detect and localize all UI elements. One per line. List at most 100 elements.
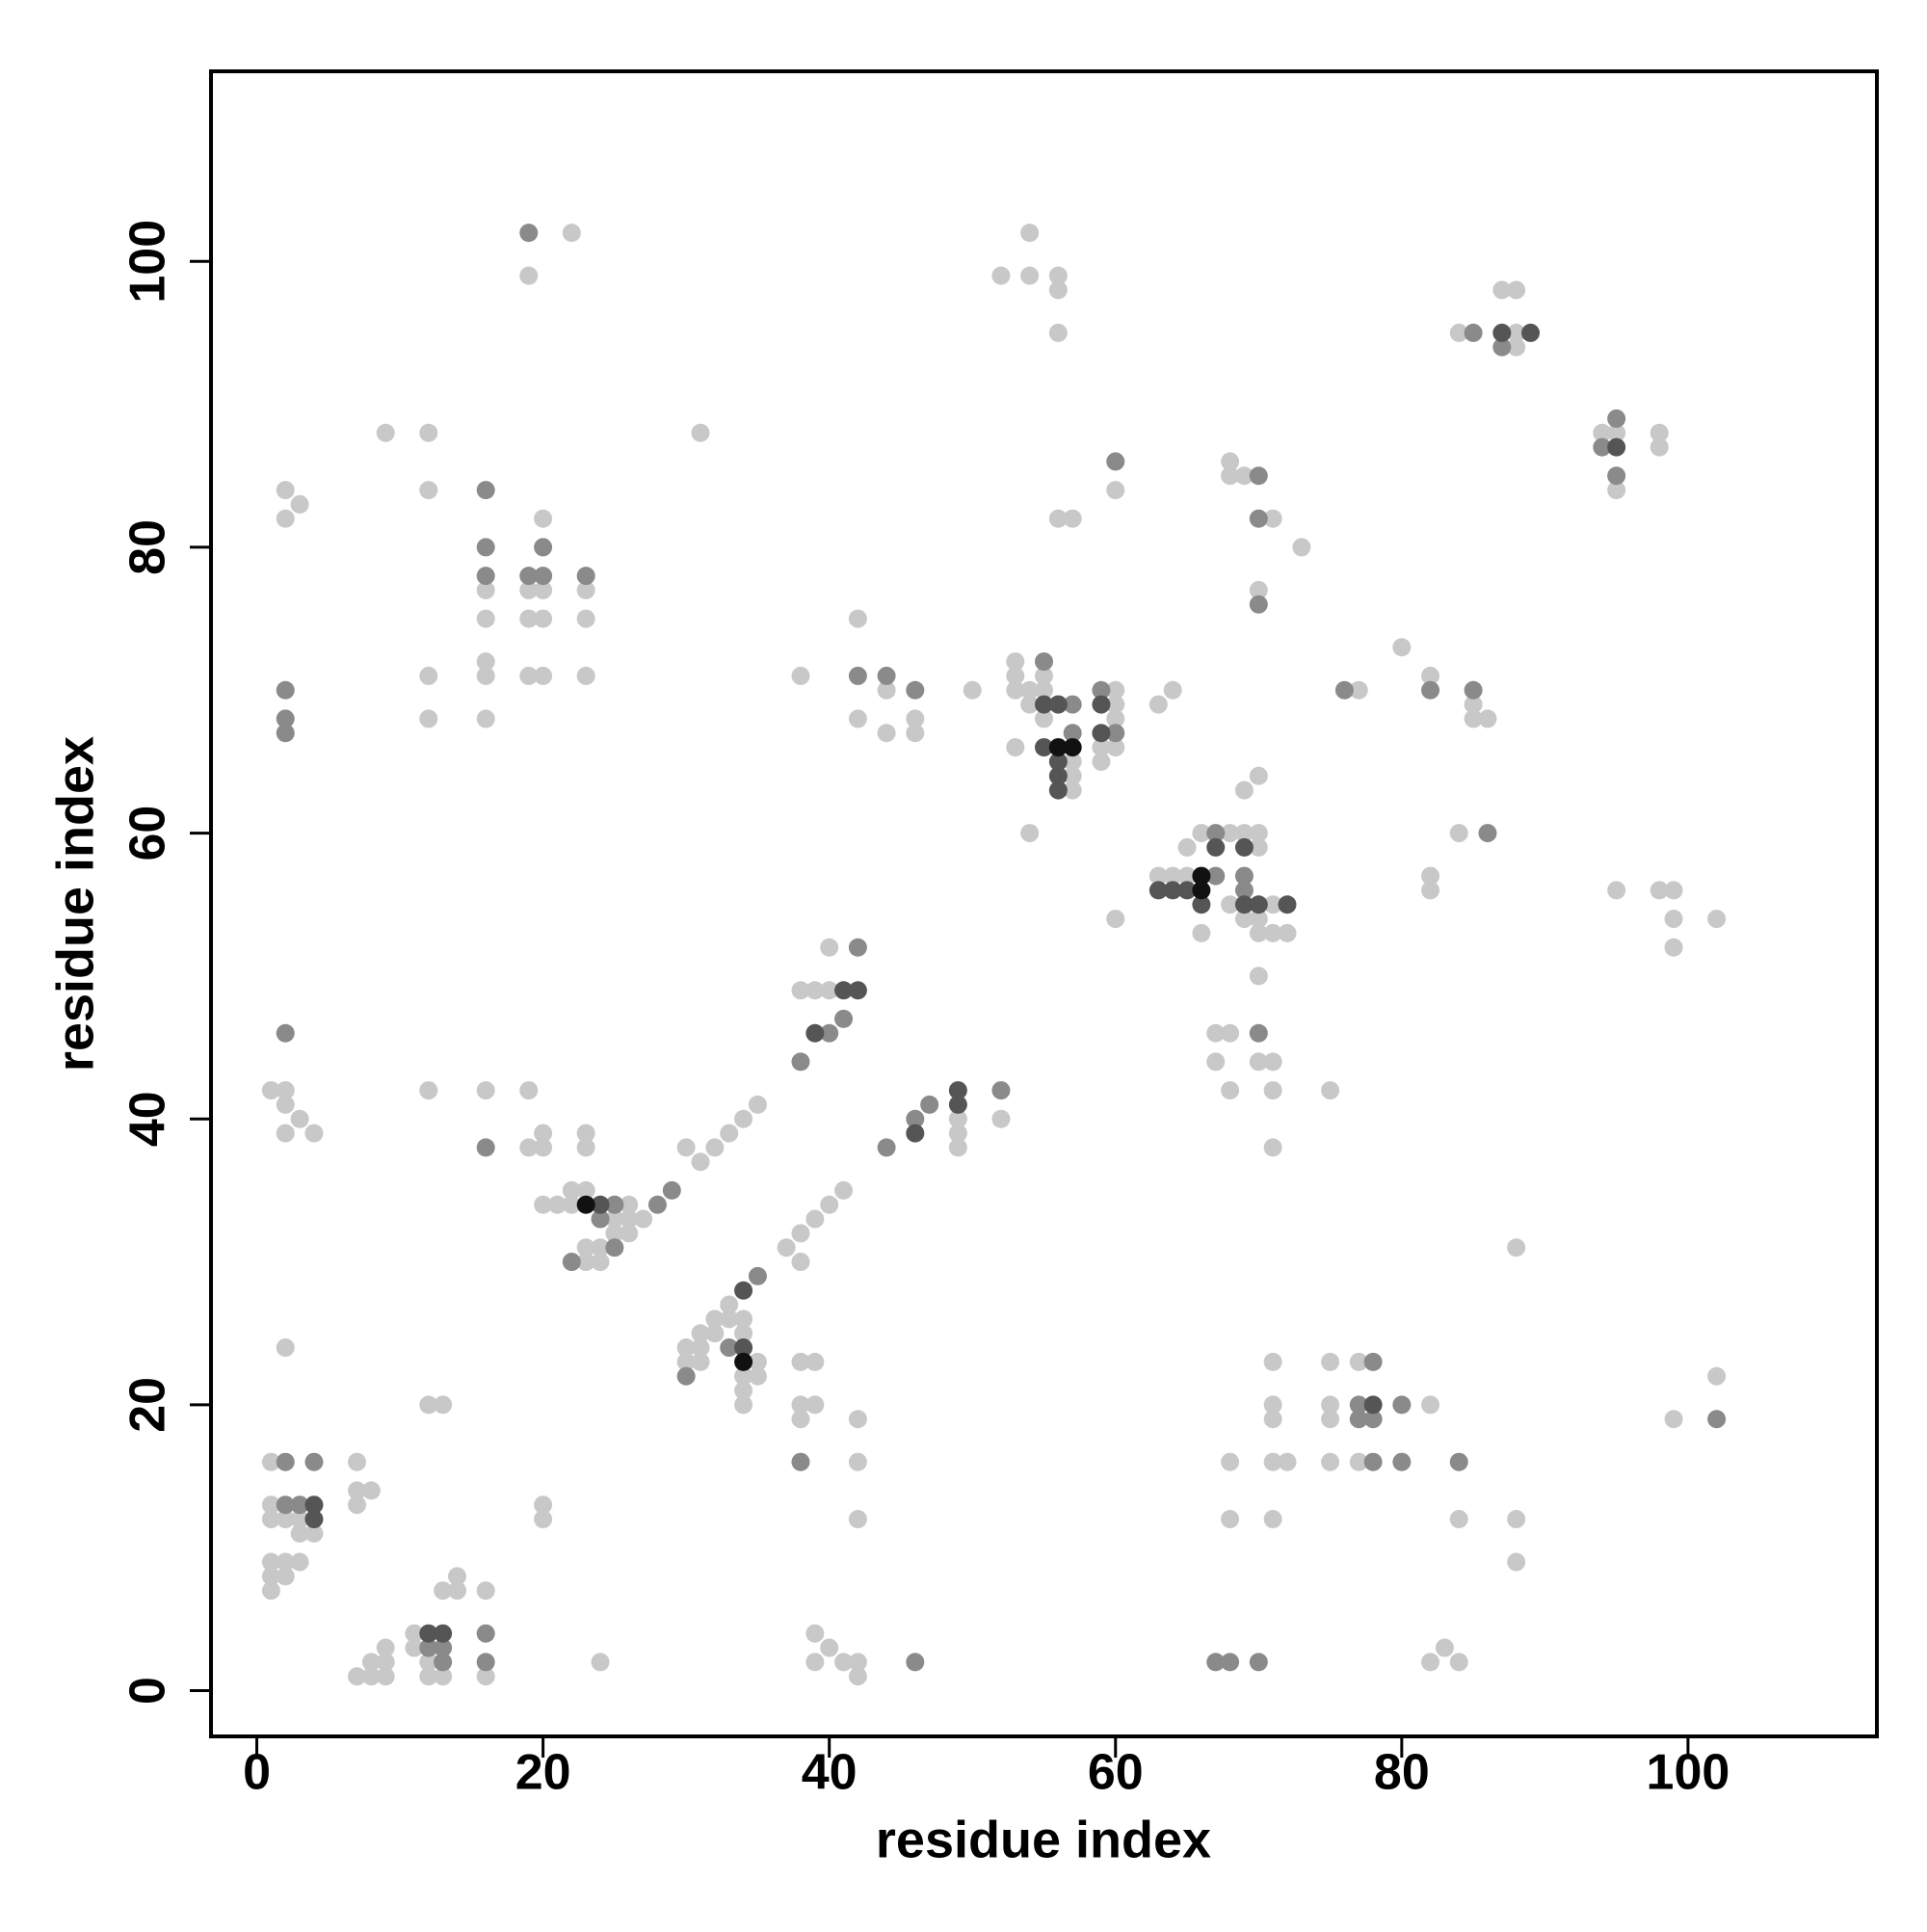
point [434, 1624, 453, 1643]
point [304, 1124, 324, 1143]
point [1349, 680, 1368, 700]
point [1249, 895, 1268, 914]
point [1234, 781, 1254, 800]
x-tick-label: 0 [243, 1745, 271, 1801]
point [1048, 766, 1068, 785]
point [848, 666, 867, 685]
point [848, 1452, 867, 1471]
point [1363, 1352, 1383, 1371]
point [1321, 1410, 1340, 1429]
point [276, 1081, 295, 1100]
point [1148, 695, 1168, 714]
point [1192, 923, 1211, 942]
point [1507, 323, 1526, 342]
point [1020, 224, 1040, 243]
point [1163, 881, 1182, 900]
point [434, 1667, 453, 1686]
point [1263, 1081, 1282, 1100]
point [1163, 680, 1182, 700]
point [476, 666, 495, 685]
point [791, 1224, 810, 1243]
point [476, 481, 495, 500]
point [1449, 1510, 1468, 1529]
point [1006, 652, 1025, 672]
point [304, 1495, 324, 1515]
point [1321, 1395, 1340, 1415]
point [276, 1567, 295, 1586]
x-tick-label: 100 [1647, 1745, 1730, 1801]
point [348, 1667, 367, 1686]
point [1206, 837, 1226, 857]
point [1507, 1552, 1526, 1572]
point [547, 1195, 567, 1214]
point [1263, 1352, 1282, 1371]
point [1263, 1510, 1282, 1529]
point [877, 666, 896, 685]
point [948, 1124, 967, 1143]
point [920, 1095, 939, 1114]
point [1048, 752, 1068, 771]
point [1221, 1452, 1240, 1471]
point [906, 680, 925, 700]
point [591, 1195, 610, 1214]
point [791, 1410, 810, 1429]
point [534, 1495, 553, 1515]
point [376, 1667, 395, 1686]
point [419, 666, 438, 685]
point [676, 1352, 696, 1371]
point [748, 1095, 767, 1114]
point [1249, 966, 1268, 986]
point [519, 666, 539, 685]
point [1221, 1081, 1240, 1100]
point [1234, 881, 1254, 900]
point [948, 1095, 967, 1114]
point [1163, 866, 1182, 886]
point [1234, 824, 1254, 843]
point [1035, 652, 1053, 672]
point [1321, 1081, 1340, 1100]
point [1177, 837, 1197, 857]
point [620, 1209, 639, 1229]
x-axis-label: residue index [876, 1811, 1211, 1868]
point [519, 609, 539, 628]
point [805, 1023, 825, 1043]
point [1020, 824, 1040, 843]
point [1464, 709, 1483, 728]
point [1234, 837, 1254, 857]
point [1292, 538, 1311, 557]
point [734, 1381, 753, 1400]
point [791, 981, 810, 1000]
point [848, 709, 867, 728]
point [534, 609, 553, 628]
point [304, 1452, 324, 1471]
point [1607, 481, 1626, 500]
point [1263, 1410, 1282, 1429]
point [534, 1195, 553, 1214]
point [848, 981, 867, 1000]
point [348, 1495, 367, 1515]
point [1249, 923, 1268, 942]
point [476, 1624, 495, 1643]
point [848, 1653, 867, 1672]
y-tick-label: 0 [120, 1677, 176, 1705]
point [276, 709, 295, 728]
point [791, 1395, 810, 1415]
point [777, 1238, 796, 1257]
point [834, 1009, 854, 1028]
point [748, 1352, 767, 1371]
point [348, 1452, 367, 1471]
point [991, 1081, 1011, 1100]
y-axis-label: residue index [46, 736, 104, 1072]
point [1607, 437, 1626, 457]
point [1206, 1052, 1226, 1072]
point [290, 1510, 309, 1529]
point [1607, 466, 1626, 486]
point [1206, 866, 1226, 886]
point [476, 1138, 495, 1157]
point [848, 1410, 867, 1429]
x-tick-label: 80 [1374, 1745, 1430, 1801]
point [1464, 680, 1483, 700]
point [1048, 695, 1068, 714]
point [634, 1209, 653, 1229]
point [906, 724, 925, 743]
